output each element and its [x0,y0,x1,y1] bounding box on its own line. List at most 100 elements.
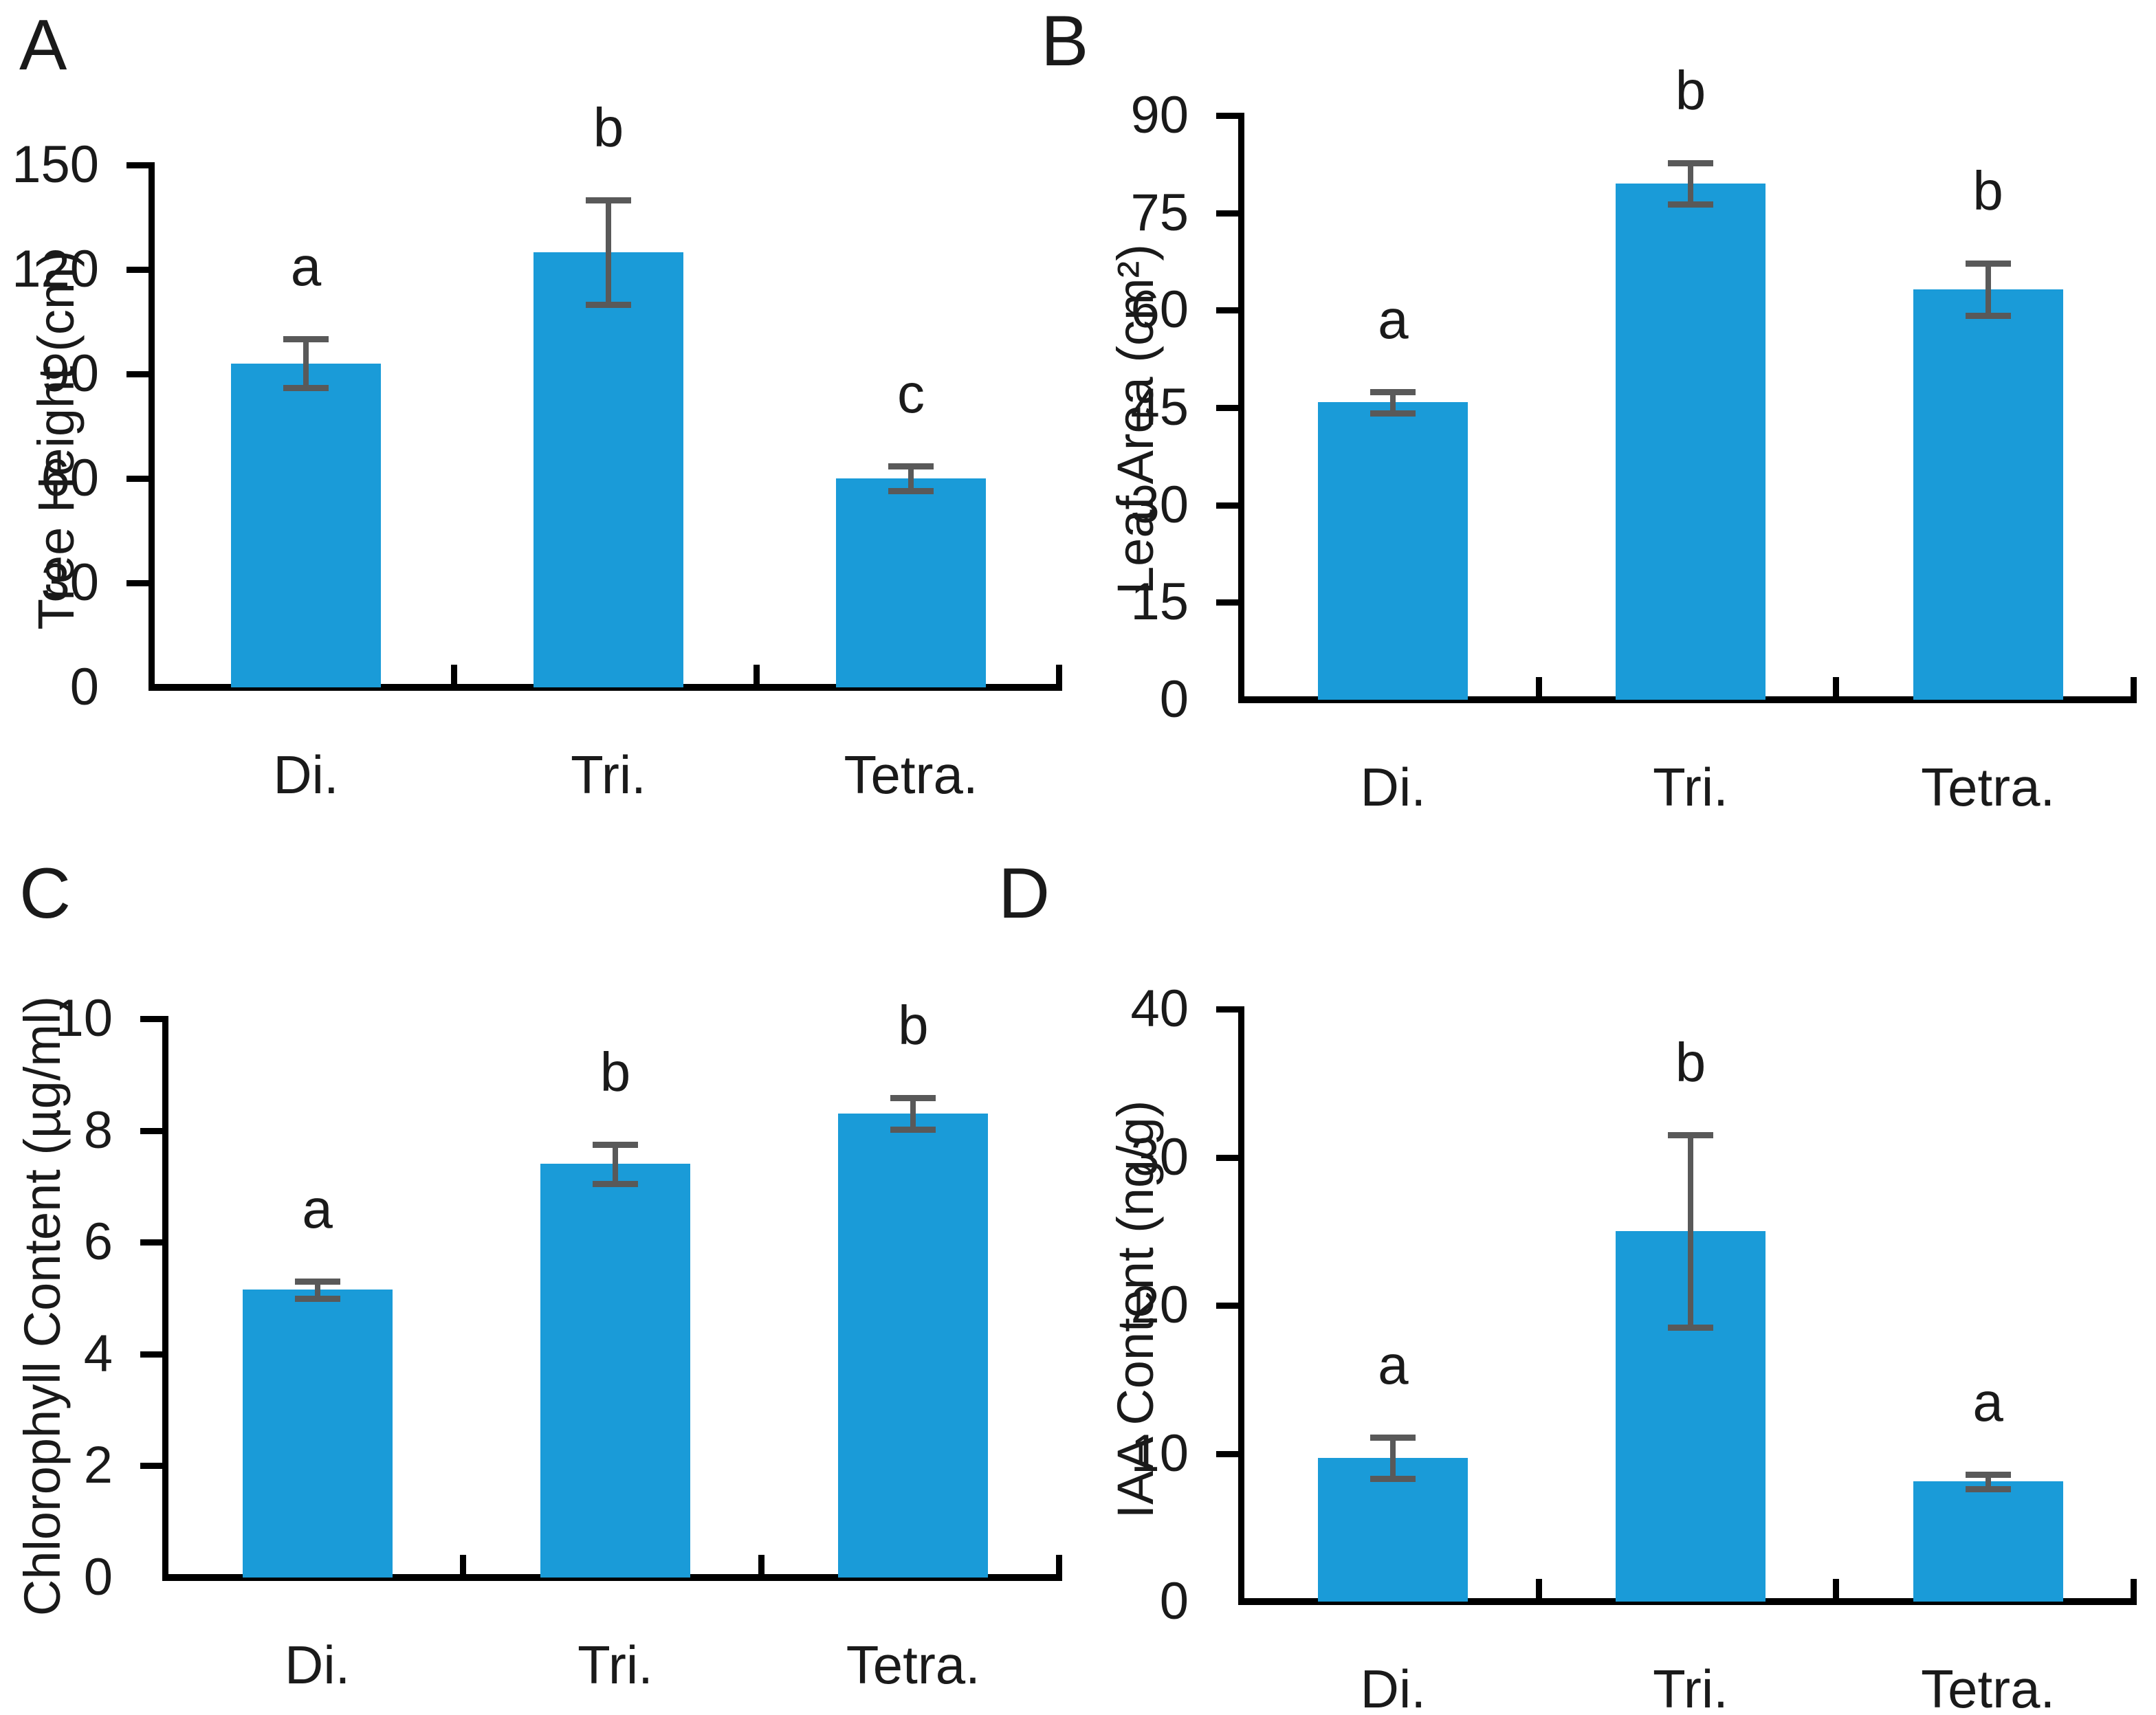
category-boundary-tick [451,665,457,684]
error-bar [303,339,309,388]
y-tick-label: 10 [1130,1424,1189,1483]
category-boundary-tick [2131,677,2137,696]
y-axis-tick [140,1127,162,1134]
error-bar [606,199,611,305]
error-bar-bottom-cap [593,1180,638,1187]
error-bar-bottom-cap [1668,201,1713,208]
y-axis-tick [1216,210,1238,217]
bar-tetra [836,478,986,687]
y-axis-tick [1216,113,1238,119]
error-bar-top-cap [593,1141,638,1148]
error-bar-top-cap [1668,1132,1713,1139]
category-boundary-tick [1833,677,1840,696]
category-boundary-tick [754,665,760,684]
y-axis-title-c: Chlorophyll Content (µg/ml) [14,995,71,1617]
panel-letter-c: C [19,854,72,933]
x-category-label: Di. [273,744,339,805]
y-axis-tick [1216,1006,1238,1013]
error-bar-bottom-cap [586,301,631,308]
y-axis-tick [126,162,148,168]
x-category-label: Di. [1360,757,1426,817]
y-axis-tick [1216,1154,1238,1161]
error-bar-bottom-cap [1370,410,1416,417]
error-bar [910,1098,916,1129]
category-boundary-tick [1833,1579,1840,1598]
error-bar [613,1144,618,1184]
error-bar-top-cap [890,1095,936,1102]
x-category-label: Tri. [1653,757,1728,817]
x-category-label: Tri. [1653,1659,1728,1715]
y-axis-tick [1216,1450,1238,1457]
bar-tri [534,252,683,687]
y-axis-tick [140,1463,162,1470]
significance-letter: b [593,96,624,158]
y-tick-label: 45 [1130,378,1189,436]
category-boundary-tick [1535,1579,1542,1598]
error-bar-bottom-cap [890,1126,936,1133]
y-tick-label: 150 [12,135,99,194]
y-axis-tick [140,1351,162,1358]
error-bar [1688,1135,1693,1328]
y-axis-tick [1216,307,1238,314]
y-tick-label: 0 [83,1548,113,1606]
significance-letter: a [290,236,322,298]
y-tick-label: 10 [54,989,113,1048]
significance-letter: c [897,363,925,425]
significance-letter: b [1675,59,1706,121]
y-tick-label: 20 [1130,1276,1189,1334]
error-bar-top-cap [1370,389,1416,396]
x-category-label: Di. [1360,1659,1426,1715]
error-bar-top-cap [1965,261,2011,267]
significance-letter: a [1378,1334,1409,1395]
error-bar [1985,263,1991,316]
category-boundary-tick [2131,1579,2137,1598]
category-boundary-tick [1056,1555,1062,1574]
y-axis-tick [1216,502,1238,509]
error-bar-bottom-cap [283,385,329,392]
y-tick-label: 60 [1130,280,1189,340]
x-axis [148,684,1062,691]
significance-letter: b [600,1041,631,1103]
panel-letter-a: A [19,5,67,85]
y-axis-tick [126,371,148,377]
error-bar-bottom-cap [1965,1486,2011,1493]
significance-letter: a [1972,1371,2003,1432]
bar-di [1318,402,1468,700]
bar-tetra [1913,1481,2063,1602]
y-tick-label: 90 [41,344,99,403]
y-tick-label: 2 [83,1436,113,1495]
error-bar-bottom-cap [888,487,934,494]
x-axis [1238,1598,2137,1605]
error-bar-bottom-cap [1668,1325,1713,1331]
y-tick-label: 4 [83,1324,113,1383]
x-category-label: Tetra. [1921,1659,2056,1715]
y-axis-tick [1216,405,1238,411]
error-bar-bottom-cap [1370,1476,1416,1483]
y-tick-label: 120 [12,240,99,298]
error-bar-top-cap [294,1279,340,1285]
y-tick-label: 8 [83,1100,113,1160]
x-axis [162,1574,1062,1581]
category-boundary-tick [758,1555,764,1574]
error-bar [908,466,914,491]
y-axis [1238,1006,1244,1605]
error-bar [314,1281,320,1298]
significance-letter: b [1972,160,2003,222]
significance-letter: b [1675,1032,1706,1094]
error-bar-top-cap [1668,159,1713,166]
x-category-label: Di. [284,1635,351,1695]
y-tick-label: 90 [1130,86,1189,144]
error-bar-top-cap [888,463,934,470]
y-tick-label: 0 [69,658,99,716]
y-tick-label: 0 [1159,670,1189,729]
y-axis-tick [126,580,148,586]
category-boundary-tick [460,1555,467,1574]
x-category-label: Tetra. [846,1635,980,1695]
y-axis-tick [1216,1303,1238,1309]
y-axis-tick [1216,599,1238,606]
error-bar [1985,1474,1991,1490]
y-axis [148,162,155,691]
x-axis [1238,696,2137,703]
y-tick-label: 75 [1130,183,1189,242]
y-tick-label: 30 [1130,1127,1189,1186]
